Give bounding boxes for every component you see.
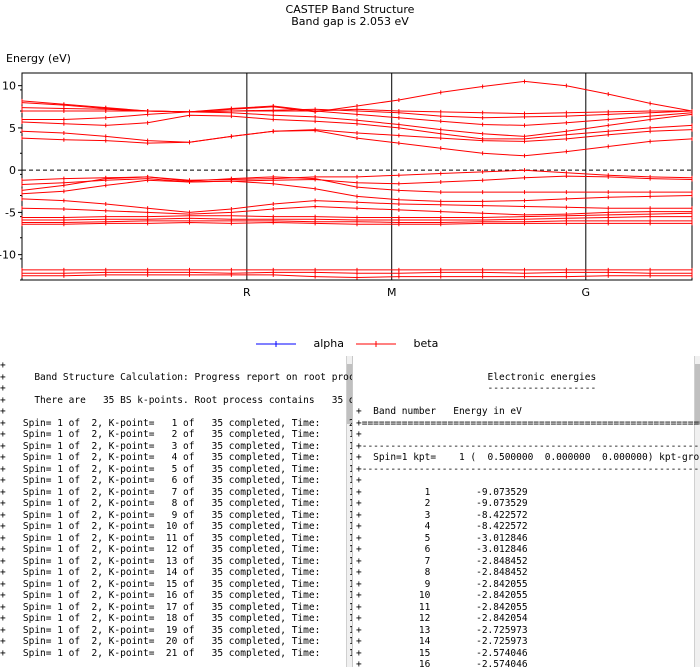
progress-report-line: + Spin= 1 of 2, K-point= 15 of 35 comple… (0, 578, 352, 590)
electronic-energies-line: + 15 -2.574046 + (356, 647, 528, 659)
progress-report-line: + There are 35 BS k-points. Root process… (0, 394, 352, 406)
legend-alpha: alpha (256, 337, 344, 350)
y-tick-label-1: 5 (9, 122, 16, 135)
chart-title: CASTEP Band Structure (285, 3, 415, 16)
chart-title-block: CASTEP Band Structure Band gap is 2.053 … (0, 4, 700, 28)
progress-report-line: + Spin= 1 of 2, K-point= 20 of 35 comple… (0, 636, 352, 647)
legend-alpha-label: alpha (313, 337, 345, 350)
band-structure-chart: Energy (eV) 10 5 0 -5 -10 R M G (0, 52, 693, 299)
progress-report-line: + Spin= 1 of 2, K-point= 18 of 35 comple… (0, 613, 352, 624)
electronic-energies-line: + 7 -2.848452 + (356, 555, 528, 567)
electronic-energies-line: + 5 -3.012846 + (356, 532, 528, 544)
progress-report-line: + + (0, 406, 6, 417)
progress-report-line: + Spin= 1 of 2, K-point= 14 of 35 comple… (0, 567, 352, 578)
progress-report-line: + Spin= 1 of 2, K-point= 21 of 35 comple… (0, 647, 352, 659)
electronic-energies-line: + 6 -3.012846 + (356, 544, 528, 555)
progress-report-line: + Band Structure Calculation: Progress r… (0, 371, 352, 383)
legend-beta: beta (356, 337, 438, 350)
electronic-energies-line: + 14 -2.725973 + (356, 636, 528, 647)
electronic-energies-line: +=======================================… (356, 417, 700, 429)
electronic-energies-panel[interactable]: + Electronic energies + ----------------… (356, 356, 700, 667)
progress-report-line: + Spin= 1 of 2, K-point= 6 of 35 complet… (0, 475, 352, 486)
y-tick-label-3: -5 (5, 206, 16, 219)
progress-report-line: + Spin= 1 of 2, K-point= 12 of 35 comple… (0, 544, 352, 555)
y-axis-label: Energy (eV) (6, 52, 71, 65)
electronic-energies-line: + 13 -2.725973 + (356, 624, 528, 636)
progress-report-line: + Spin= 1 of 2, K-point= 5 of 35 complet… (0, 463, 352, 475)
progress-report-line: + Spin= 1 of 2, K-point= 19 of 35 comple… (0, 624, 352, 636)
electronic-energies-line: + 3 -8.422572 + (356, 509, 528, 521)
electronic-energies-line: + 10 -2.842055 + (356, 590, 528, 601)
progress-report-line: + Spin= 1 of 2, K-point= 16 of 35 comple… (0, 590, 352, 601)
electronic-energies-line: ------------------- + (487, 383, 597, 394)
legend-beta-swatch (356, 341, 396, 347)
left-scrollbar-thumb[interactable] (347, 364, 352, 424)
electronic-energies-line: + 1 -9.073529 + (356, 486, 528, 498)
kpoint-label-M: M (387, 286, 397, 299)
legend-beta-label: beta (413, 337, 439, 350)
progress-report-line: + + (0, 383, 6, 394)
progress-report-line: + Spin= 1 of 2, K-point= 2 of 35 complet… (0, 429, 352, 440)
y-tick-label-2: 0 (9, 164, 16, 177)
progress-report-line: + Spin= 1 of 2, K-point= 7 of 35 complet… (0, 486, 352, 498)
electronic-energies-line: + (356, 395, 700, 406)
electronic-energies-line: + + (356, 429, 362, 440)
progress-report-line: + Spin= 1 of 2, K-point= 8 of 35 complet… (0, 498, 352, 509)
chart-subtitle: Band gap is 2.053 eV (291, 15, 409, 28)
electronic-energies-line: + 12 -2.842054 + (356, 613, 528, 624)
electronic-energies-line: + 11 -2.842055 + (356, 601, 528, 613)
right-scrollbar-thumb[interactable] (695, 364, 700, 424)
electronic-energies-line: + Band number Energy in eV + (356, 406, 522, 417)
kpoint-label-R: R (243, 286, 251, 299)
electronic-energies-line: + + (356, 475, 362, 486)
legend-alpha-swatch (256, 341, 296, 347)
progress-report-line: + Spin= 1 of 2, K-point= 1 of 35 complet… (0, 417, 352, 429)
y-tick-label-4: -10 (0, 249, 16, 262)
kpoint-label-G: G (582, 286, 591, 299)
progress-report-line: + Spin= 1 of 2, K-point= 9 of 35 complet… (0, 509, 352, 521)
electronic-energies-line: + Spin=1 kpt= 1 ( 0.500000 0.000000 0.00… (356, 452, 700, 463)
electronic-energies-line: +---------------------------------------… (356, 440, 700, 452)
progress-report-panel[interactable]: + ++ Band Structure Calculation: Progres… (0, 356, 353, 667)
progress-report-line: + Spin= 1 of 2, K-point= 17 of 35 comple… (0, 601, 352, 613)
left-scrollbar[interactable] (346, 356, 352, 667)
electronic-energies-line: + 9 -2.842055 + (356, 578, 528, 590)
electronic-energies-line: + (356, 360, 700, 371)
progress-report-line: + Spin= 1 of 2, K-point= 4 of 35 complet… (0, 452, 352, 463)
electronic-energies-line: +---------------------------------------… (356, 463, 700, 475)
progress-report-line: + + (0, 360, 6, 371)
progress-report-line: + Spin= 1 of 2, K-point= 10 of 35 comple… (0, 521, 352, 532)
electronic-energies-line: + 4 -8.422572 + (356, 521, 528, 532)
right-scrollbar[interactable] (694, 356, 700, 667)
electronic-energies-line: Electronic energies + (487, 371, 597, 383)
electronic-energies-line: + 16 -2.574046 + (356, 659, 528, 667)
progress-report-line: + Spin= 1 of 2, K-point= 11 of 35 comple… (0, 532, 352, 544)
progress-report-line: + Spin= 1 of 2, K-point= 13 of 35 comple… (0, 555, 352, 567)
progress-report-line: + Spin= 1 of 2, K-point= 3 of 35 complet… (0, 440, 352, 452)
electronic-energies-line: + 2 -9.073529 + (356, 498, 528, 509)
y-tick-label-0: 10 (2, 80, 16, 93)
electronic-energies-line: + 8 -2.848452 + (356, 567, 528, 578)
